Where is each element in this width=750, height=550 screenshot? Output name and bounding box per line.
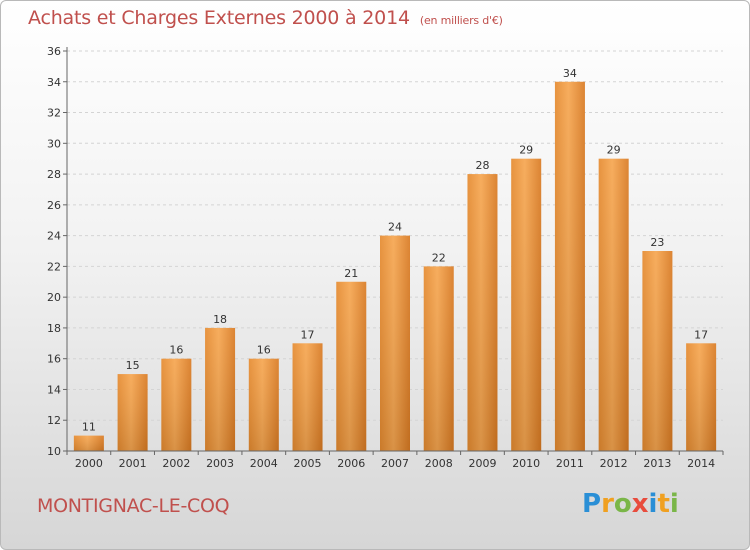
logo-letter: t	[657, 489, 670, 519]
y-tick-label: 12	[47, 414, 61, 427]
x-tick-label: 2006	[337, 457, 365, 470]
bar-shade	[642, 251, 673, 451]
data-label: 16	[257, 344, 271, 357]
y-tick-label: 10	[47, 445, 61, 458]
y-tick-label: 30	[47, 137, 61, 150]
bar-shade	[686, 343, 717, 451]
logo-letter: r	[601, 489, 614, 519]
x-tick-label: 2001	[119, 457, 147, 470]
y-tick-label: 34	[47, 76, 61, 89]
logo-letter: o	[613, 489, 632, 519]
data-label: 17	[694, 328, 708, 341]
data-label: 17	[301, 328, 315, 341]
bars: 11 15 16 18 16 17 21 24 22 28 29 34 29 23 17	[73, 67, 717, 452]
x-tick-label: 2003	[206, 457, 234, 470]
bar-shade	[336, 281, 367, 451]
x-tick-label: 2000	[75, 457, 103, 470]
y-axis: 10 12 14 16 18 20 22 24 26 28 30 32 34 36	[47, 45, 68, 458]
proxiti-logo: Proxiti	[582, 489, 679, 519]
x-tick-label: 2011	[556, 457, 584, 470]
y-tick-label: 16	[47, 353, 61, 366]
x-tick-label: 2008	[425, 457, 453, 470]
bar-shade	[73, 435, 104, 451]
data-label: 16	[169, 344, 183, 357]
bar-shade	[423, 266, 454, 451]
x-tick-label: 2005	[294, 457, 322, 470]
x-tick-label: 2013	[643, 457, 671, 470]
y-tick-label: 14	[47, 383, 61, 396]
data-label: 34	[563, 67, 577, 80]
chart-unit: (en milliers d'€)	[419, 14, 503, 27]
logo-letter: x	[631, 489, 649, 519]
data-label: 24	[388, 221, 402, 234]
logo-letter: i	[669, 489, 679, 519]
bar-shade	[205, 327, 236, 451]
chart-title: Achats et Charges Externes 2000 à 2014 (e…	[28, 7, 503, 29]
bar-shade	[117, 374, 148, 451]
data-label: 29	[607, 144, 621, 157]
x-axis: 2000 2001 2002 2003 2004 2005 2006 2007 2008 2009…	[66, 450, 724, 470]
data-label: 18	[213, 313, 227, 326]
bar-shade	[380, 235, 410, 451]
logo-letter: i	[648, 489, 658, 519]
y-tick-label: 18	[47, 322, 61, 335]
x-tick-label: 2007	[381, 457, 409, 470]
x-tick-label: 2014	[687, 457, 715, 470]
data-label: 22	[432, 251, 446, 264]
bar-shade	[467, 174, 498, 452]
data-label: 23	[650, 236, 664, 249]
x-tick-label: 2009	[468, 457, 496, 470]
commune-name: MONTIGNAC-LE-COQ	[37, 495, 230, 517]
logo-letter: P	[582, 489, 602, 519]
y-tick-label: 26	[47, 199, 61, 212]
y-tick-label: 24	[47, 230, 61, 243]
bar-shade	[598, 158, 629, 451]
y-tick-label: 28	[47, 168, 61, 181]
data-label: 11	[82, 421, 96, 434]
x-tick-label: 2002	[162, 457, 190, 470]
data-label: 15	[126, 359, 140, 372]
bar-shade	[554, 81, 585, 452]
bar-shade	[292, 343, 323, 451]
x-tick-label: 2012	[600, 457, 628, 470]
y-tick-label: 36	[47, 45, 61, 58]
y-tick-label: 20	[47, 291, 61, 304]
bar-shade	[511, 158, 542, 451]
data-label: 21	[344, 267, 358, 280]
bar-shade	[161, 358, 192, 451]
x-tick-label: 2010	[512, 457, 540, 470]
y-tick-label: 22	[47, 260, 61, 273]
data-label: 29	[519, 144, 533, 157]
bar-shade	[248, 358, 279, 451]
chart-title-text: Achats et Charges Externes 2000 à 2014	[28, 7, 410, 29]
x-tick-label: 2004	[250, 457, 278, 470]
y-tick-label: 32	[47, 107, 61, 120]
data-label: 28	[475, 159, 489, 172]
